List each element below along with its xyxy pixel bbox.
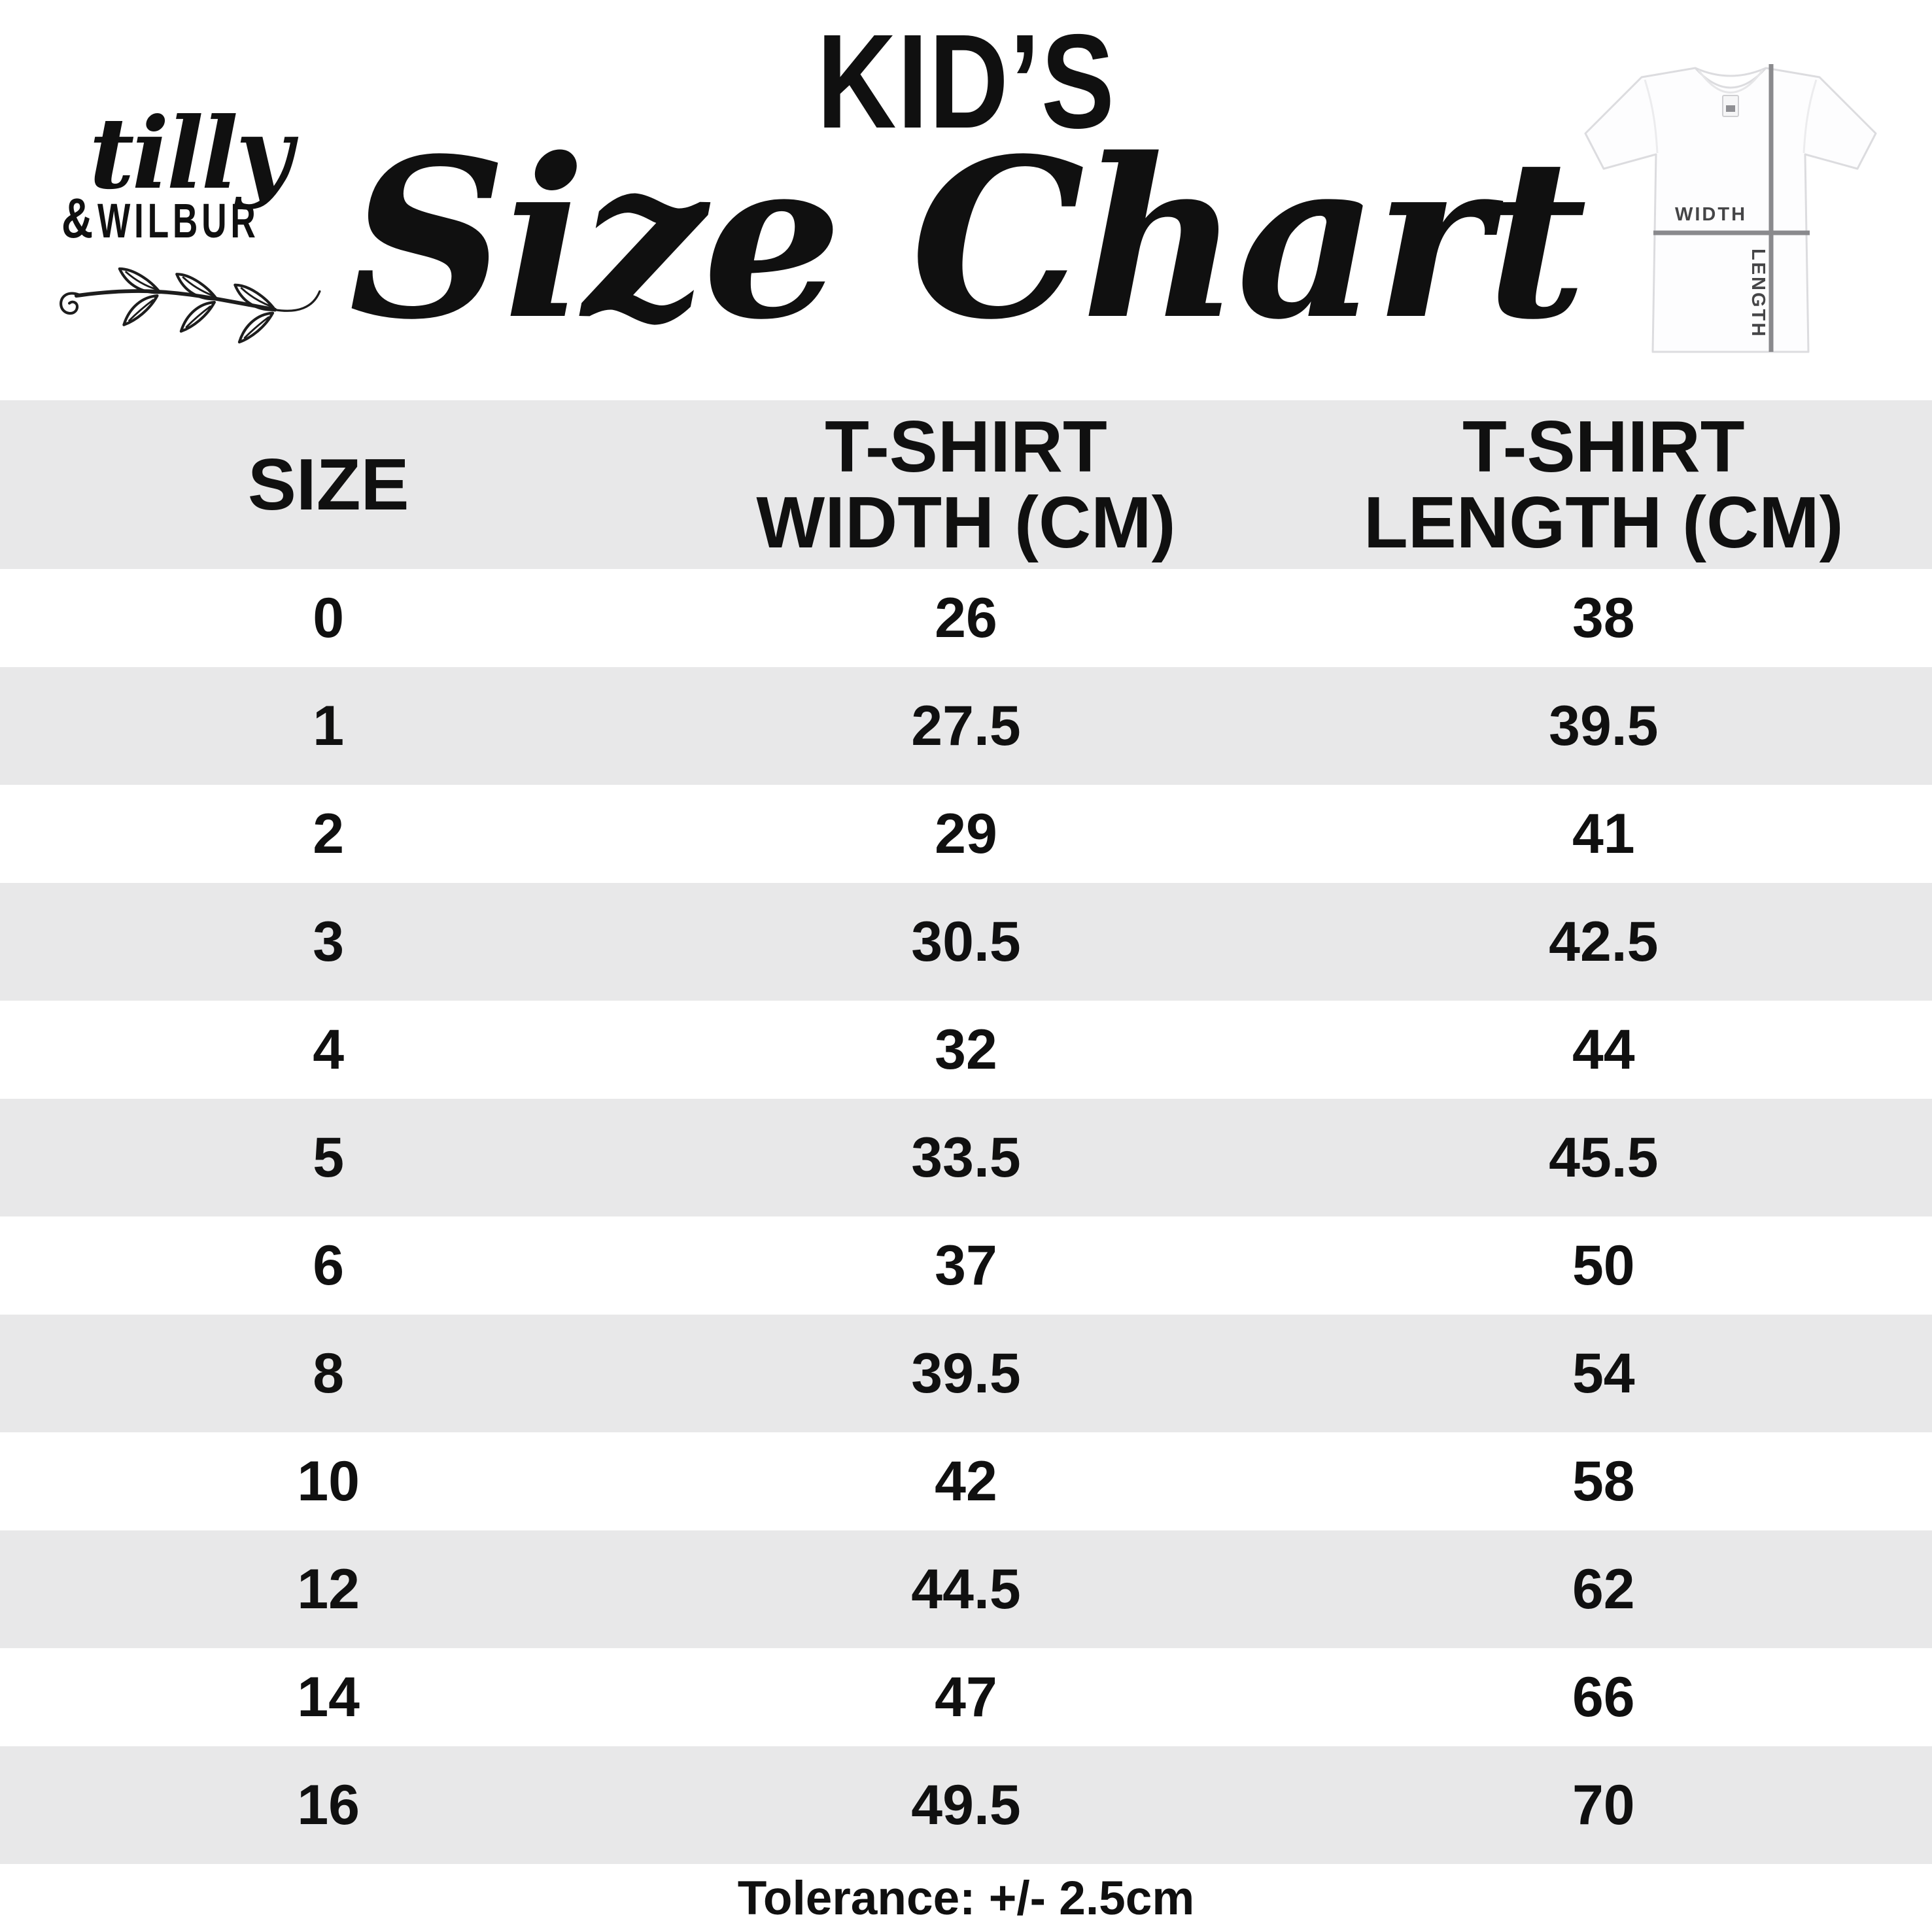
table-header: SIZE T-SHIRT WIDTH (CM) T-SHIRT LENGTH (… [0, 400, 1932, 569]
table-row: 1 27.5 39.5 [0, 667, 1932, 785]
table-row: 3 30.5 42.5 [0, 883, 1932, 1001]
length-cell: 42.5 [1549, 910, 1659, 973]
kicker-text: KID’S [816, 7, 1116, 156]
size-cell: 1 [313, 694, 345, 757]
length-cell: 70 [1572, 1773, 1635, 1837]
width-cell: 37 [935, 1233, 997, 1297]
size-cell: 10 [297, 1449, 360, 1513]
length-cell: 39.5 [1549, 694, 1659, 757]
size-table: SIZE T-SHIRT WIDTH (CM) T-SHIRT LENGTH (… [0, 400, 1932, 1864]
width-cell: 39.5 [911, 1341, 1021, 1405]
header-section: tilly &WILBUR [0, 0, 1932, 400]
size-cell: 5 [313, 1126, 345, 1189]
size-cell: 12 [297, 1557, 360, 1621]
ampersand: & [61, 187, 94, 250]
size-cell: 16 [297, 1773, 360, 1837]
width-cell: 49.5 [911, 1773, 1021, 1837]
length-cell: 50 [1572, 1233, 1635, 1297]
header-length: T-SHIRT LENGTH (CM) [1363, 406, 1844, 563]
collar [1695, 67, 1767, 77]
length-cell: 41 [1572, 802, 1635, 865]
table-row: 14 47 66 [0, 1648, 1932, 1746]
table-row: 8 39.5 54 [0, 1315, 1932, 1432]
kicker-heading: KID’S [0, 0, 1932, 148]
header-size: SIZE [247, 444, 409, 525]
tshirt-diagram: WIDTH LENGTH [1584, 64, 1877, 353]
length-cell: 62 [1572, 1557, 1635, 1621]
brand-name-script: tilly [89, 96, 292, 211]
width-cell: 30.5 [911, 910, 1021, 973]
length-cell: 54 [1572, 1341, 1635, 1405]
table-row: 4 32 44 [0, 1001, 1932, 1099]
length-cell: 44 [1572, 1018, 1635, 1081]
size-cell: 8 [313, 1341, 345, 1405]
length-cell: 38 [1572, 586, 1635, 649]
table-row: 6 37 50 [0, 1216, 1932, 1315]
brand-name-sub: &WILBUR [20, 187, 360, 262]
size-cell: 14 [297, 1665, 360, 1729]
width-cell: 44.5 [911, 1557, 1021, 1621]
brand-name-caps: WILBUR [97, 194, 260, 248]
length-cell: 66 [1572, 1665, 1635, 1729]
table-row: 2 29 41 [0, 785, 1932, 883]
length-label: LENGTH [1748, 249, 1768, 338]
width-cell: 27.5 [911, 694, 1021, 757]
size-cell: 3 [313, 910, 345, 973]
laurel-branch-icon [60, 267, 321, 344]
width-cell: 42 [935, 1449, 997, 1513]
width-label: WIDTH [1675, 204, 1747, 225]
width-cell: 33.5 [911, 1126, 1021, 1189]
page-title: Size Chart [349, 111, 1587, 368]
table-row: 16 49.5 70 [0, 1746, 1932, 1864]
table-row: 10 42 58 [0, 1432, 1932, 1530]
table-row: 5 33.5 45.5 [0, 1099, 1932, 1216]
width-cell: 47 [935, 1665, 997, 1729]
length-cell: 45.5 [1549, 1126, 1659, 1189]
length-cell: 58 [1572, 1449, 1635, 1513]
brand-logo: tilly &WILBUR [20, 105, 360, 352]
tolerance-note: Tolerance: +/- 2.5cm [737, 1871, 1195, 1925]
width-cell: 26 [935, 586, 997, 649]
size-cell: 0 [313, 586, 345, 649]
size-cell: 2 [313, 802, 345, 865]
width-cell: 29 [935, 802, 997, 865]
width-cell: 32 [935, 1018, 997, 1081]
table-row: 12 44.5 62 [0, 1530, 1932, 1648]
size-cell: 6 [313, 1233, 345, 1297]
title-block: KID’S Size Chart [0, 0, 1932, 349]
table-row: 0 26 38 [0, 569, 1932, 667]
size-cell: 4 [313, 1018, 345, 1081]
header-width: T-SHIRT WIDTH (CM) [756, 406, 1176, 563]
